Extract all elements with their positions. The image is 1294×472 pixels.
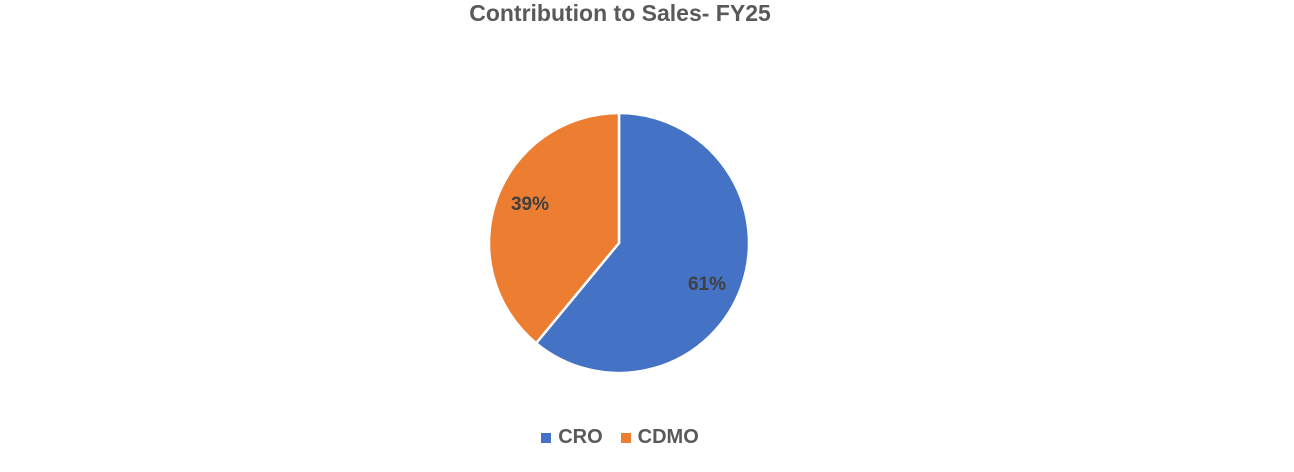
legend-item-cro: CRO bbox=[541, 426, 603, 449]
legend-label-cro: CRO bbox=[558, 426, 603, 448]
pie-slice-cdmo bbox=[487, 111, 621, 345]
legend-item-cdmo: CDMO bbox=[620, 426, 699, 449]
data-label-cro: 61% bbox=[688, 274, 726, 295]
data-label-cdmo: 39% bbox=[511, 194, 549, 215]
chart-title: Contribution to Sales- FY25 bbox=[469, 0, 771, 26]
pie-slice-cro bbox=[534, 111, 751, 375]
legend-label-cdmo: CDMO bbox=[637, 426, 699, 448]
legend-swatch-cro bbox=[541, 432, 552, 443]
legend-swatch-cdmo bbox=[620, 432, 631, 443]
legend: CRO CDMO bbox=[0, 426, 1240, 449]
